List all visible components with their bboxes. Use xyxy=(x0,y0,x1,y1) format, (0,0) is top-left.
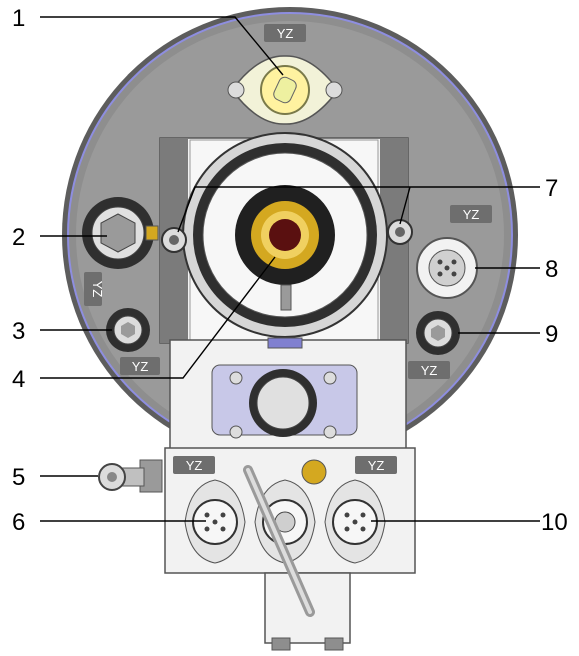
callout-4: 4 xyxy=(12,366,25,393)
svg-text:YZ: YZ xyxy=(186,458,203,473)
top-connector xyxy=(227,55,343,125)
tag-lower-right: YZ xyxy=(355,456,397,474)
callout-6: 6 xyxy=(12,509,25,536)
callout-7: 7 xyxy=(545,175,558,202)
center-flange xyxy=(182,132,388,349)
svg-text:YZ: YZ xyxy=(132,359,149,374)
svg-text:YZ: YZ xyxy=(277,26,294,41)
left-lower-hex-port xyxy=(106,308,150,352)
callout-numbers: 1 2 3 4 5 6 7 8 9 10 xyxy=(12,5,568,536)
tag-top: YZ xyxy=(264,24,306,42)
left-round-connector xyxy=(184,479,246,564)
right-lower-round-connector xyxy=(324,479,386,564)
svg-text:YZ: YZ xyxy=(463,207,480,222)
left-hex-port xyxy=(82,197,159,269)
right-round-connector xyxy=(416,237,478,299)
callout-1: 1 xyxy=(12,5,25,32)
tag-left-bottom: YZ xyxy=(120,357,160,375)
side-swivel-fitting xyxy=(98,459,163,493)
right-hex-port xyxy=(416,311,460,355)
brass-nut xyxy=(301,459,327,485)
tag-lower-left: YZ xyxy=(173,456,215,474)
callout-10: 10 xyxy=(541,509,568,536)
callout-3: 3 xyxy=(12,318,25,345)
tag-upper-right: YZ xyxy=(450,205,492,223)
bolt-pins xyxy=(161,219,413,253)
callout-5: 5 xyxy=(12,464,25,491)
middle-fitting xyxy=(211,364,358,439)
tag-right-bottom: YZ xyxy=(408,361,450,379)
leader-lines xyxy=(40,16,540,522)
callout-8: 8 xyxy=(545,256,558,283)
svg-text:YZ: YZ xyxy=(90,281,105,298)
callout-9: 9 xyxy=(545,321,558,348)
svg-text:YZ: YZ xyxy=(421,363,438,378)
svg-text:YZ: YZ xyxy=(368,458,385,473)
callout-2: 2 xyxy=(12,224,25,251)
tag-left-vertical: YZ xyxy=(84,272,105,306)
